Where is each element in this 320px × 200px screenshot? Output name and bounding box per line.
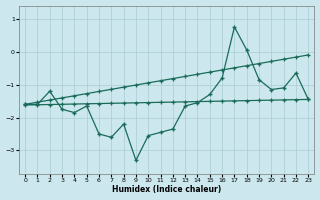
X-axis label: Humidex (Indice chaleur): Humidex (Indice chaleur) (112, 185, 221, 194)
